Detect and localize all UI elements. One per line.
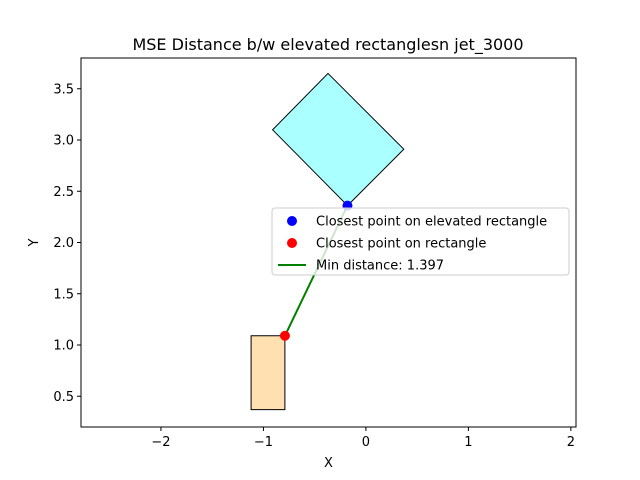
y-tick-label: 1.5	[53, 287, 74, 302]
y-axis-label: Y	[27, 238, 42, 247]
legend-marker	[287, 216, 297, 226]
y-tick-label: 3.5	[53, 82, 74, 97]
y-tick-label: 2.5	[53, 185, 74, 200]
legend-label: Min distance: 1.397	[316, 259, 444, 274]
legend-label: Closest point on rectangle	[316, 237, 486, 252]
x-tick-label: −1	[254, 435, 273, 450]
legend-label: Closest point on elevated rectangle	[316, 215, 547, 230]
x-tick-label: 2	[567, 435, 575, 450]
y-tick-label: 3.0	[53, 134, 74, 149]
legend-marker	[287, 238, 297, 248]
plot-area: −2 −1 0 1 2 0.5 1.0 1.5 2.0 2.5 3.0 3.5	[53, 57, 577, 450]
x-tick-label: 1	[464, 435, 472, 450]
rect-closest-point	[279, 330, 290, 341]
x-axis-label: X	[324, 456, 333, 471]
x-axis-ticks: −2 −1 0 1 2	[151, 427, 575, 450]
x-tick-label: −2	[151, 435, 170, 450]
y-tick-label: 2.0	[53, 236, 74, 251]
x-tick-label: 0	[362, 435, 370, 450]
elevated-rectangle-shape	[271, 72, 405, 207]
legend-box	[271, 207, 570, 276]
y-tick-label: 1.0	[53, 339, 74, 354]
rectangle-shape	[250, 335, 286, 411]
y-tick-label: 0.5	[53, 390, 74, 405]
legend: Closest point on elevated rectangle Close…	[271, 207, 570, 276]
y-axis-ticks: 0.5 1.0 1.5 2.0 2.5 3.0 3.5	[53, 82, 81, 405]
chart-title: MSE Distance b/w elevated rectanglesn je…	[132, 35, 523, 55]
